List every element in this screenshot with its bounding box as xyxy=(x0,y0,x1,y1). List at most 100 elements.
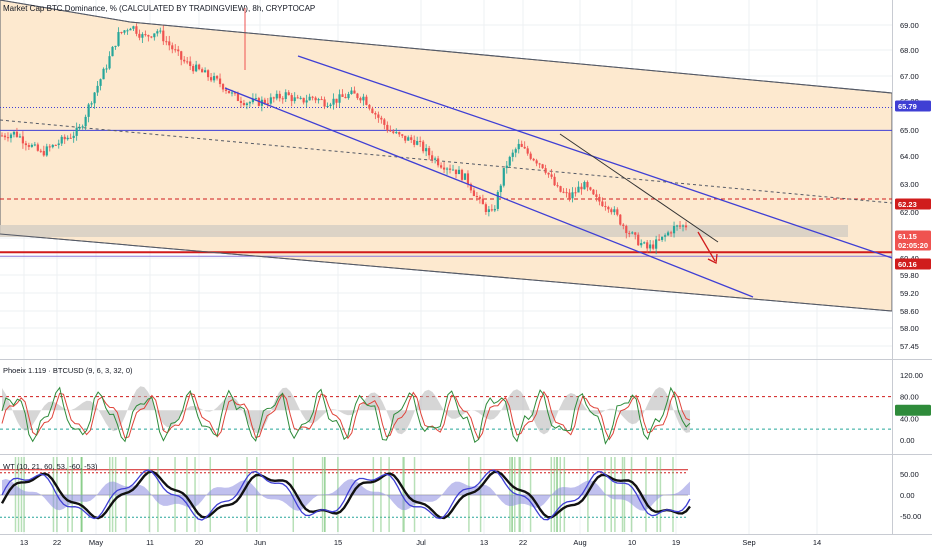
candle-body xyxy=(586,182,589,188)
candle-body xyxy=(356,93,359,99)
candle-body xyxy=(239,100,243,103)
candle-body xyxy=(672,225,676,234)
wt-cross-bar xyxy=(511,457,513,532)
candle-body xyxy=(428,148,431,156)
price-axis[interactable]: 69.0068.0067.0066.0065.0064.0063.0062.00… xyxy=(900,21,919,351)
price-tick-label: 69.00 xyxy=(900,21,919,30)
blue-channel-upper[interactable] xyxy=(297,55,892,259)
price-tag xyxy=(895,100,931,112)
channel-top-line[interactable] xyxy=(129,21,892,94)
candle-body xyxy=(123,30,126,33)
phoenix-pane xyxy=(0,386,892,445)
candle-body xyxy=(595,194,598,197)
channel-bottom-line[interactable] xyxy=(0,233,892,312)
candle-body xyxy=(610,209,613,213)
candle-body xyxy=(640,243,643,246)
candle-body xyxy=(45,146,48,156)
candle-body xyxy=(663,235,667,237)
candle-body xyxy=(353,90,356,94)
candle-body xyxy=(251,98,254,103)
candle-body xyxy=(445,168,449,170)
candle-body xyxy=(30,144,33,147)
wt-cross-bar xyxy=(550,457,553,532)
candle-body xyxy=(460,169,464,180)
wt-axis[interactable]: 50.00 0.00 -50.00 xyxy=(900,470,921,521)
candle-body xyxy=(147,35,150,37)
candle-body xyxy=(42,150,45,156)
candle-body xyxy=(299,97,302,99)
phoenix-axis[interactable]: 120.00 80.00 40.00 0.00 xyxy=(900,371,923,445)
candle-body xyxy=(386,124,389,131)
candle-body xyxy=(374,113,377,115)
candle-body xyxy=(344,96,347,99)
time-axis[interactable]: 13 22 May 11 20 Jun 15 Jul 13 22 Aug 10 19 Sep 14 xyxy=(20,538,821,547)
candle-body xyxy=(487,209,490,212)
time-tick-label: 13 xyxy=(480,538,488,547)
candle-body xyxy=(538,163,541,165)
candle-body xyxy=(565,192,568,194)
candle-body xyxy=(284,92,287,100)
candle-body xyxy=(666,232,670,236)
candle-body xyxy=(490,209,493,211)
candle-body xyxy=(335,98,338,103)
candle-body xyxy=(613,209,616,213)
short-trend-line[interactable] xyxy=(559,133,719,243)
time-tick-label: 13 xyxy=(20,538,28,547)
wt-cross-bar xyxy=(514,457,516,532)
candle-body xyxy=(413,139,416,145)
candle-body xyxy=(189,61,192,66)
candle-body xyxy=(21,136,25,144)
candle-body xyxy=(233,92,237,94)
candle-body xyxy=(129,28,132,31)
candle-body xyxy=(293,97,296,102)
candle-body xyxy=(607,206,610,210)
candle-body xyxy=(99,79,102,86)
candle-body xyxy=(338,94,341,103)
candle-body xyxy=(469,184,473,191)
candle-body xyxy=(57,143,60,145)
price-tick-label: 57.45 xyxy=(900,342,919,351)
price-tag-label: 02:05:20 xyxy=(898,241,928,250)
candle-body xyxy=(287,92,290,96)
candle-body xyxy=(634,232,637,235)
candle-body xyxy=(475,195,479,198)
wt-cross-bar xyxy=(623,457,626,532)
candle-body xyxy=(383,119,386,125)
projection-arrowhead[interactable] xyxy=(707,253,718,264)
candle-body xyxy=(541,164,544,169)
candle-body xyxy=(75,127,78,136)
candle-body xyxy=(646,242,649,249)
candle-body xyxy=(544,168,547,173)
candle-body xyxy=(371,108,374,114)
candle-body xyxy=(463,173,467,180)
time-tick-label: 22 xyxy=(519,538,527,547)
candle-body xyxy=(431,155,434,160)
candle-body xyxy=(132,26,135,29)
candle-body xyxy=(9,134,13,139)
candle-body xyxy=(436,158,440,166)
candle-body xyxy=(183,59,186,62)
candle-body xyxy=(481,198,484,205)
wt-label[interactable]: WT (10, 21, 60, 53, -60, -53) xyxy=(3,462,98,471)
wt-cross-bar xyxy=(67,457,69,532)
phoenix-label[interactable]: Phoeix 1.119 · BTCUSD (9, 6, 3, 32, 0) xyxy=(3,366,133,375)
candle-body xyxy=(308,96,311,101)
blue-channel-lower[interactable] xyxy=(224,87,754,298)
candle-body xyxy=(320,99,323,101)
projection-arrow[interactable] xyxy=(697,231,716,262)
candle-body xyxy=(141,34,144,38)
trend-drawings[interactable] xyxy=(0,0,892,312)
channel-top-line[interactable] xyxy=(0,0,131,23)
candle-body xyxy=(508,156,511,166)
candle-body xyxy=(206,70,210,78)
candle-body xyxy=(571,192,574,199)
candle-body xyxy=(517,143,520,150)
candle-body xyxy=(514,149,517,153)
resistance-box[interactable] xyxy=(0,225,848,237)
candle-body xyxy=(159,30,162,32)
candle-body xyxy=(27,145,30,147)
candle-body xyxy=(165,41,168,43)
candle-body xyxy=(15,131,19,137)
wt-cross-bar xyxy=(321,457,324,532)
